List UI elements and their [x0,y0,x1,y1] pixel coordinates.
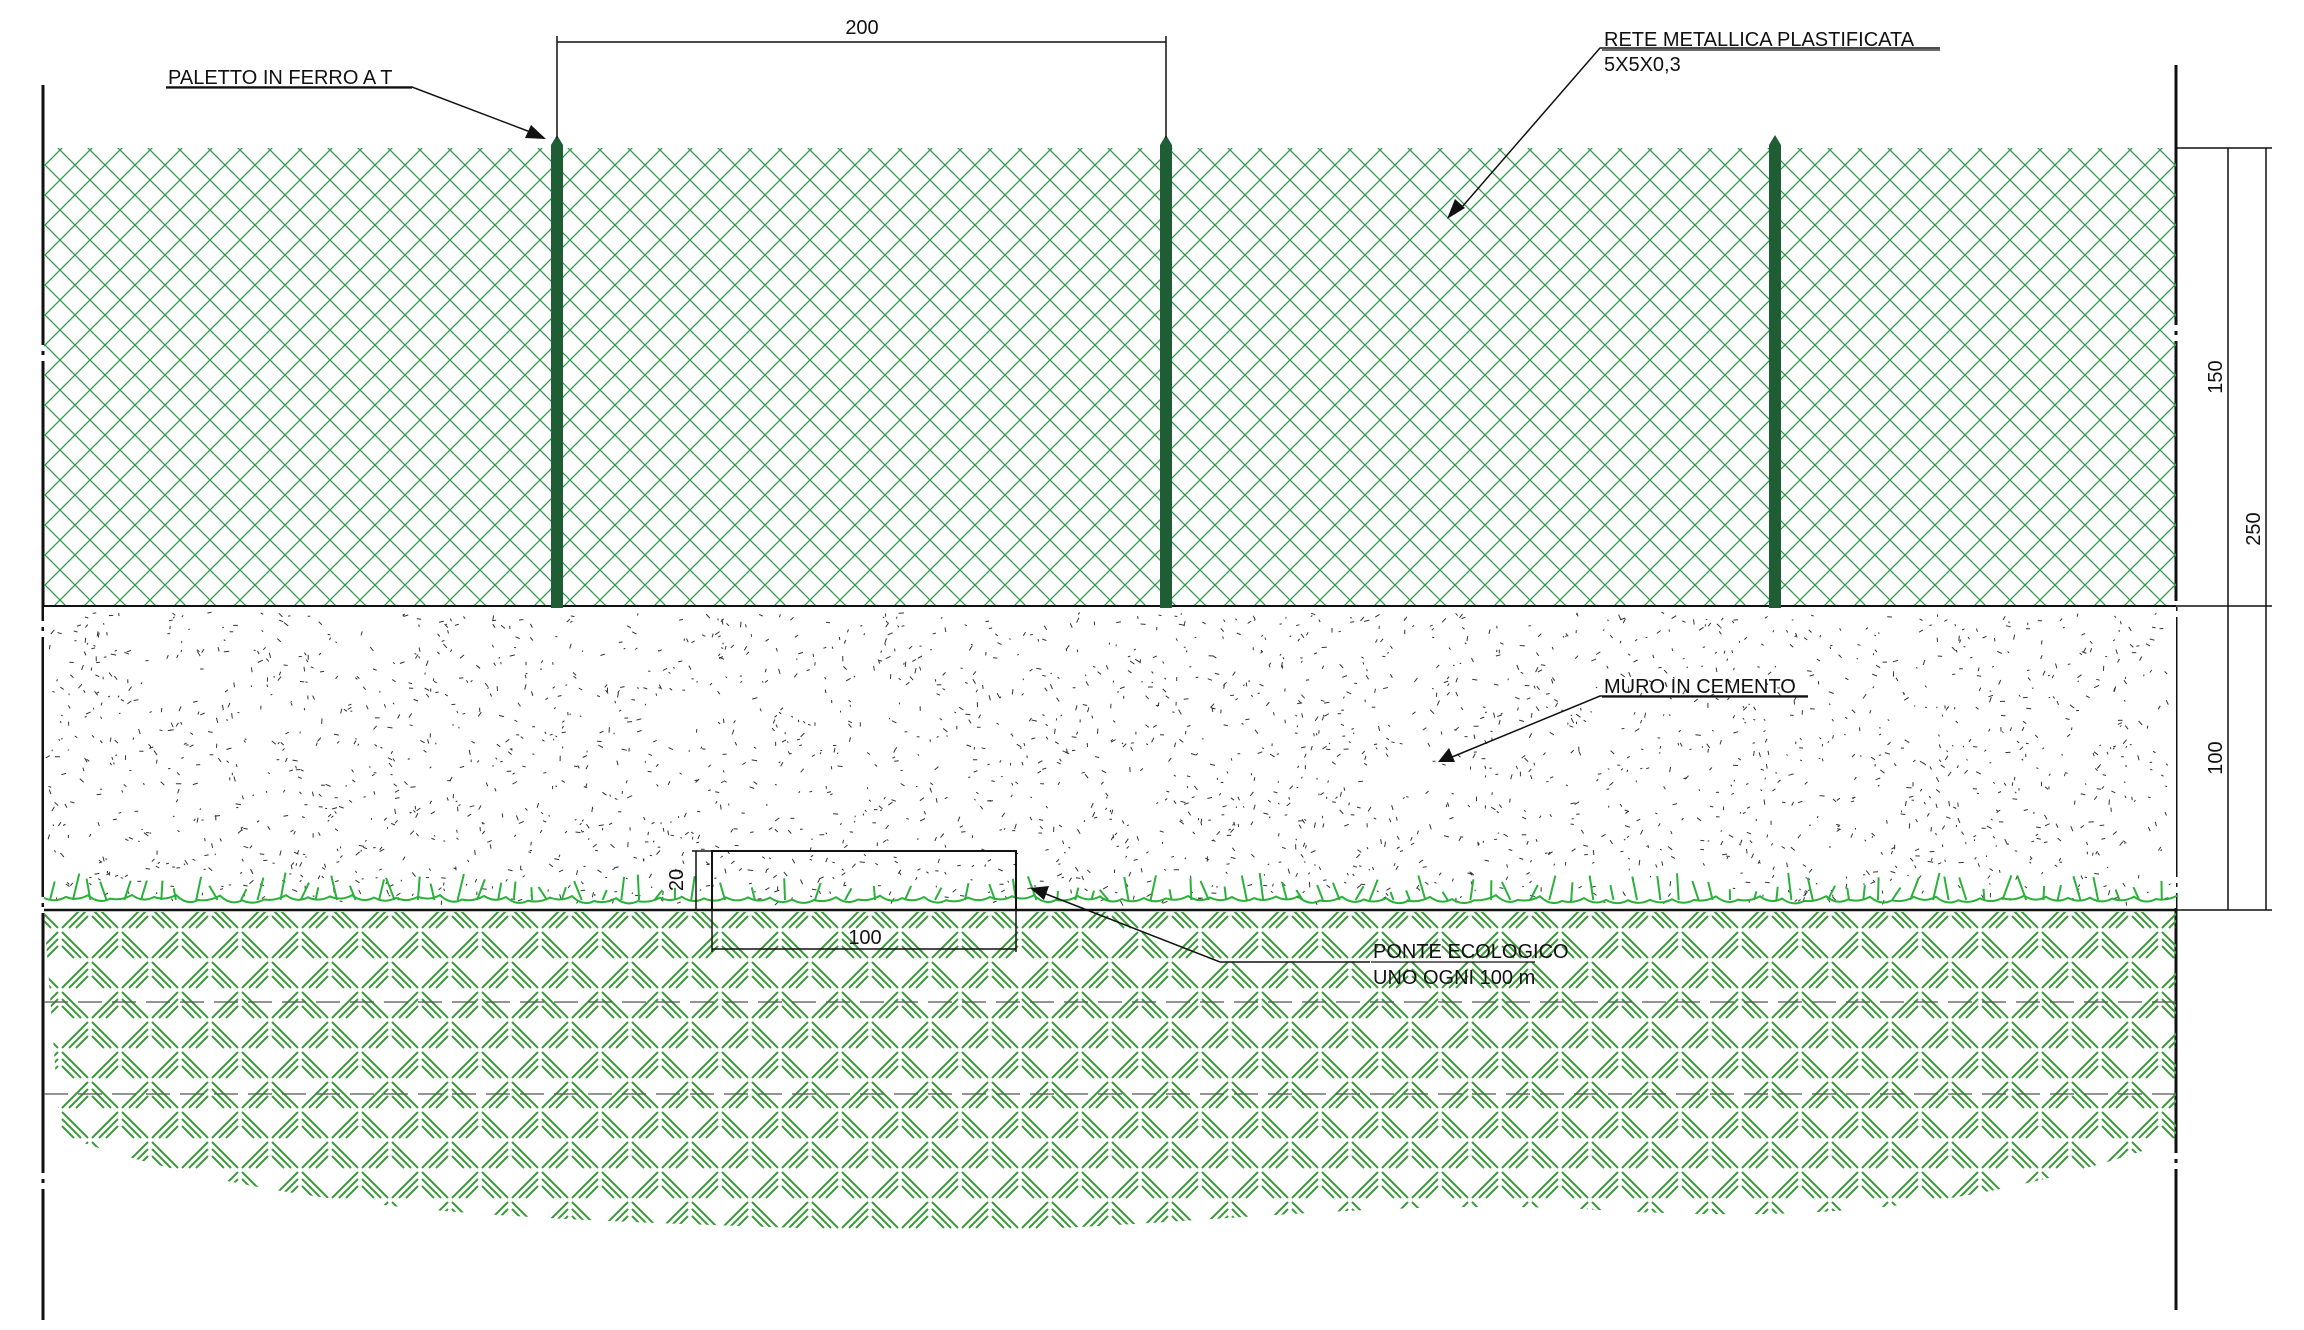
fence-post [1160,135,1172,608]
concrete-wall [44,606,2176,908]
post-label: PALETTO IN FERRO A T [168,67,393,89]
ecological-bridge [711,850,1017,911]
fence-posts [551,135,1781,608]
fence-post [551,135,563,608]
wall-height-value: 100 [2205,741,2227,774]
bridge-label: PONTE ECOLOGICO [1373,941,1569,963]
dimension-right [2176,147,2272,911]
label-underlines [166,49,1940,963]
dimension-bridge [692,850,1017,952]
grass [43,872,2179,905]
mesh-height-value: 150 [2205,360,2227,393]
bridge-width-value: 100 [848,927,881,949]
mesh-spec: 5X5X0,3 [1604,54,1681,76]
post-spacing-value: 200 [845,17,878,39]
soil-hatch [44,912,2176,1232]
bridge-spacing: UNO OGNI 100 m [1373,967,1535,989]
dimension-post-spacing [556,36,1167,138]
fence-post [1769,135,1781,608]
leader-lines [166,47,1940,963]
bridge-height-value: 20 [666,869,688,891]
concrete-speckles [45,611,2171,906]
fence-mesh [44,148,2176,606]
wall-label: MURO IN CEMENTO [1604,676,1796,698]
leader-arrowheads [525,125,1465,900]
mesh-label: RETE METALLICA PLASTIFICATA [1604,29,1915,51]
soil-dashed-lines [44,1001,2176,1095]
total-height-value: 250 [2243,512,2265,545]
